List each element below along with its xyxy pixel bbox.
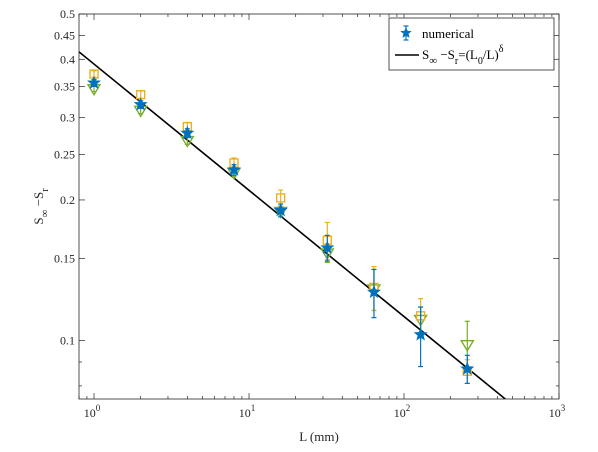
y-tick-label: 0.5 xyxy=(60,7,75,21)
x-axis-label: L (mm) xyxy=(299,429,339,444)
legend: numerical S∞ −Sr=(L0/L)δ xyxy=(388,17,555,71)
y-tick-label: 0.1 xyxy=(60,334,75,348)
y-tick-label: 0.2 xyxy=(60,193,75,207)
legend-box xyxy=(388,17,555,71)
x-tick-exponent: 2 xyxy=(406,403,411,413)
fit-line xyxy=(79,51,506,399)
y-tick-label: 0.35 xyxy=(54,79,75,93)
y-label-part: −S xyxy=(31,192,46,210)
legend-fit-subscript: 0 xyxy=(478,56,483,67)
series-triangle-down xyxy=(86,84,475,372)
legend-fit-subscript: ∞ xyxy=(429,55,437,67)
star-marker xyxy=(133,97,148,111)
legend-fit-part: −S xyxy=(437,47,455,62)
legend-fit-part: =(L xyxy=(458,47,478,62)
star-marker xyxy=(413,327,428,341)
x-tick-base: 10 xyxy=(549,406,561,420)
star-marker xyxy=(227,162,241,176)
series-square xyxy=(89,69,472,384)
y-tick-label: 0.4 xyxy=(60,52,75,66)
y-label-subscript: ∞ xyxy=(39,209,51,217)
x-tick-label: 102 xyxy=(394,403,411,420)
star-marker xyxy=(180,125,195,140)
data-group xyxy=(79,51,506,399)
legend-label-numerical: numerical xyxy=(422,26,474,41)
star-marker xyxy=(273,203,288,217)
plot-frame xyxy=(78,13,560,400)
legend-fit-subscript: r xyxy=(455,56,459,67)
x-tick-exponent: 3 xyxy=(561,403,566,413)
x-tick-label: 100 xyxy=(84,403,101,420)
legend-label-fit: S∞ −Sr=(L0/L)δ xyxy=(422,44,504,67)
square-marker xyxy=(275,193,286,203)
triangle-marker xyxy=(460,340,475,353)
y-tick-label: 0.15 xyxy=(54,251,75,265)
plot-area: 100 101 102 1030.10.150.20.250.30.350.40.45… xyxy=(31,7,566,444)
legend-fit-part: S xyxy=(422,47,429,62)
legend-star-marker xyxy=(400,26,412,38)
x-tick-base: 10 xyxy=(394,406,406,420)
x-tick-exponent: 1 xyxy=(251,403,256,413)
star-marker xyxy=(320,240,335,254)
y-label-subscript: r xyxy=(40,188,51,192)
y-tick-label: 0.3 xyxy=(60,111,75,125)
x-tick-label: 101 xyxy=(239,403,256,420)
star-marker xyxy=(366,284,381,299)
series-star xyxy=(87,75,475,384)
x-tick-base: 10 xyxy=(239,406,251,420)
x-tick-base: 10 xyxy=(84,406,96,420)
y-tick-label: 0.45 xyxy=(54,28,75,42)
x-tick-label: 103 xyxy=(549,403,566,420)
legend-fit-part: /L) xyxy=(483,47,499,62)
star-marker xyxy=(87,75,101,89)
x-tick-exponent: 0 xyxy=(96,403,101,413)
legend-fit-superscript: δ xyxy=(499,44,504,55)
y-label-part: S xyxy=(31,217,46,224)
star-marker xyxy=(460,361,475,375)
y-axis-label: S∞ −Sr xyxy=(31,188,51,225)
y-tick-label: 0.25 xyxy=(54,148,75,162)
